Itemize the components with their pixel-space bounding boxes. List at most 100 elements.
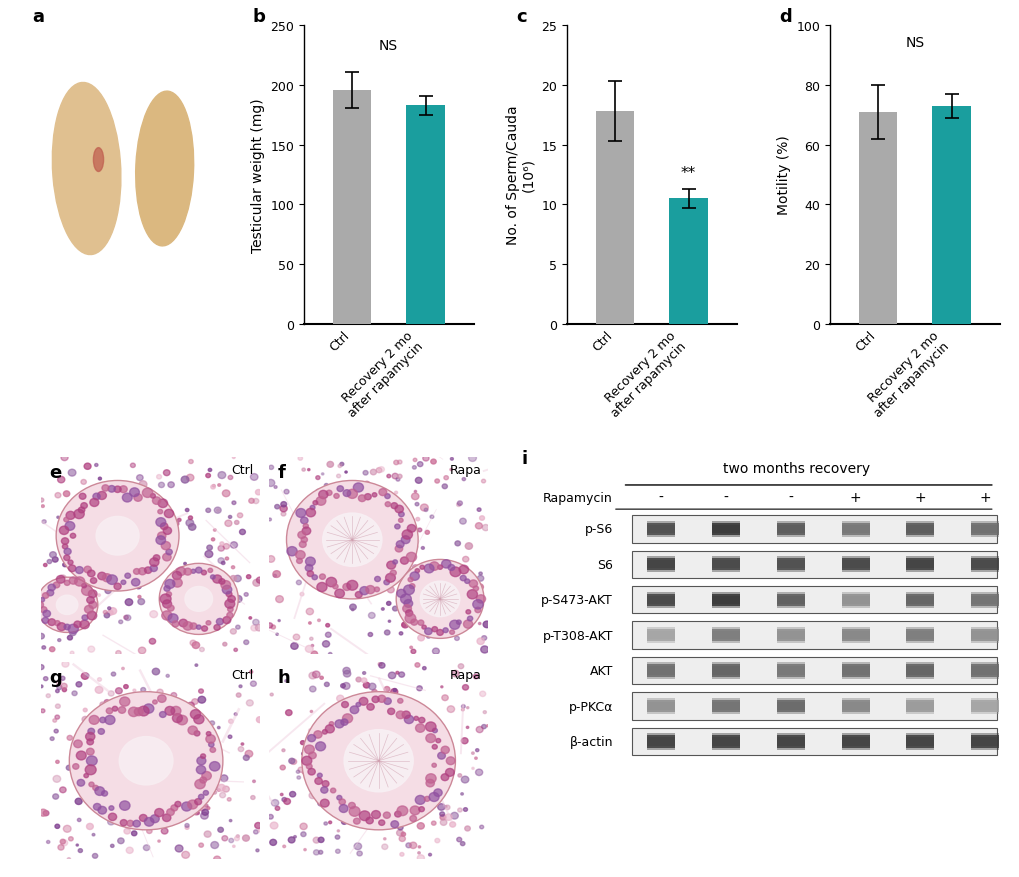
Bar — [906, 523, 933, 535]
Circle shape — [110, 813, 114, 816]
Circle shape — [269, 466, 273, 470]
Circle shape — [133, 569, 140, 574]
Circle shape — [54, 621, 60, 626]
Circle shape — [361, 784, 364, 788]
Circle shape — [86, 765, 96, 775]
Circle shape — [273, 574, 276, 577]
Circle shape — [222, 786, 229, 792]
Circle shape — [199, 720, 205, 725]
Circle shape — [292, 545, 300, 552]
Circle shape — [274, 505, 279, 510]
Circle shape — [210, 721, 214, 725]
Circle shape — [315, 778, 322, 785]
Circle shape — [385, 574, 395, 582]
Circle shape — [115, 651, 121, 656]
Circle shape — [179, 619, 187, 627]
Circle shape — [127, 494, 129, 496]
Bar — [711, 559, 740, 571]
Circle shape — [164, 510, 173, 518]
Circle shape — [156, 717, 163, 724]
Circle shape — [430, 460, 436, 465]
Circle shape — [150, 815, 159, 823]
Circle shape — [353, 588, 359, 594]
Circle shape — [425, 734, 435, 743]
Circle shape — [199, 805, 206, 811]
Circle shape — [200, 777, 207, 783]
Circle shape — [318, 838, 324, 843]
Circle shape — [464, 578, 470, 583]
Circle shape — [60, 839, 65, 844]
Circle shape — [108, 691, 114, 696]
Circle shape — [276, 633, 278, 636]
Text: p-S6: p-S6 — [584, 523, 612, 536]
Circle shape — [132, 820, 141, 827]
Circle shape — [102, 485, 109, 491]
Circle shape — [72, 691, 77, 695]
Circle shape — [189, 752, 192, 755]
Circle shape — [251, 625, 258, 631]
Circle shape — [419, 807, 424, 812]
Circle shape — [303, 524, 308, 529]
Circle shape — [103, 773, 109, 778]
Circle shape — [466, 610, 470, 614]
Circle shape — [194, 810, 199, 815]
Circle shape — [89, 782, 94, 787]
Circle shape — [281, 749, 284, 752]
Circle shape — [168, 482, 174, 488]
Circle shape — [92, 833, 95, 836]
Circle shape — [56, 481, 178, 591]
Circle shape — [172, 579, 182, 588]
Circle shape — [428, 853, 431, 856]
Circle shape — [53, 582, 60, 588]
Circle shape — [364, 494, 371, 500]
Circle shape — [69, 577, 77, 584]
Circle shape — [145, 567, 152, 574]
Circle shape — [415, 724, 425, 732]
Circle shape — [310, 506, 315, 510]
Circle shape — [128, 708, 139, 717]
Circle shape — [222, 643, 226, 646]
Circle shape — [206, 804, 208, 807]
Circle shape — [268, 815, 273, 819]
Circle shape — [332, 584, 337, 589]
Circle shape — [153, 555, 160, 561]
Circle shape — [125, 823, 132, 829]
Circle shape — [125, 580, 127, 581]
Circle shape — [432, 648, 439, 654]
Circle shape — [341, 526, 347, 531]
Circle shape — [417, 726, 421, 731]
Bar — [841, 595, 869, 609]
Circle shape — [392, 688, 396, 692]
Text: g: g — [50, 668, 62, 686]
Circle shape — [133, 495, 142, 502]
Circle shape — [172, 714, 182, 723]
Circle shape — [372, 493, 376, 497]
Circle shape — [216, 510, 219, 512]
Circle shape — [420, 581, 460, 617]
Circle shape — [309, 752, 316, 759]
Circle shape — [75, 798, 83, 804]
Circle shape — [330, 788, 335, 793]
Circle shape — [162, 600, 171, 609]
Circle shape — [243, 835, 250, 841]
Circle shape — [42, 520, 46, 524]
Circle shape — [192, 699, 198, 704]
Circle shape — [213, 575, 222, 583]
Circle shape — [199, 689, 203, 694]
Circle shape — [374, 577, 380, 582]
Text: AKT: AKT — [589, 665, 612, 677]
Circle shape — [88, 572, 90, 574]
Circle shape — [313, 850, 319, 855]
Circle shape — [68, 566, 75, 572]
Circle shape — [74, 577, 85, 587]
Circle shape — [174, 522, 178, 526]
Circle shape — [224, 600, 234, 609]
Circle shape — [465, 579, 469, 584]
Circle shape — [155, 812, 160, 816]
Circle shape — [247, 575, 251, 579]
Circle shape — [317, 583, 327, 592]
Circle shape — [256, 849, 259, 852]
Circle shape — [397, 699, 403, 703]
Circle shape — [281, 797, 286, 802]
Bar — [647, 663, 675, 675]
